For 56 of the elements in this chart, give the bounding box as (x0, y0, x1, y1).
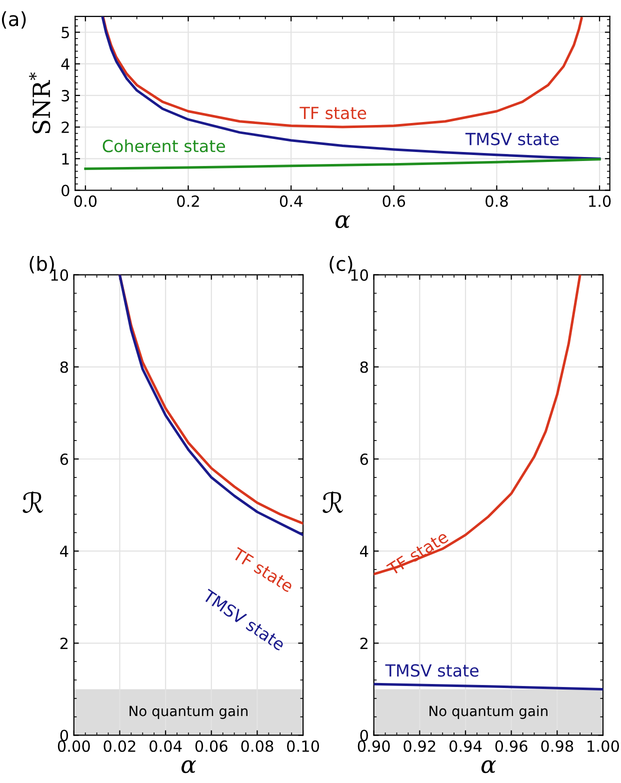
y-tick-label: 4 (360, 546, 368, 557)
series-label: TMSV state (465, 132, 559, 146)
x-axis-title: α (181, 760, 196, 774)
band-label: No quantum gain (130, 705, 248, 719)
x-tick-label: 0.00 (58, 740, 90, 752)
y-tick-label: 4 (60, 546, 68, 557)
y-axis-title: ℛ (22, 491, 44, 513)
x-tick-label: 0.98 (541, 740, 574, 752)
y-tick-label: 2 (360, 638, 368, 649)
band-label: No quantum gain (430, 705, 548, 719)
y-tick-label: 8 (360, 361, 368, 373)
line-series (101, 16, 601, 160)
chart-title: (b) (30, 256, 54, 274)
x-tick-label: 1.0 (589, 195, 611, 207)
chart-title: (c) (330, 256, 352, 274)
series-label: Coherent state (102, 139, 225, 152)
x-tick-label: 1.00 (588, 740, 619, 752)
line-series (102, 17, 583, 128)
x-tick-label: 0.10 (287, 740, 320, 752)
x-tick-label: 0.06 (195, 740, 228, 752)
x-tick-label: 0.8 (486, 195, 508, 207)
x-tick-label: 0.6 (382, 195, 406, 207)
x-tick-label: 0.90 (358, 740, 390, 752)
x-tick-label: 0.96 (495, 740, 528, 752)
y-tick-label: 0 (60, 730, 68, 742)
line-series (374, 274, 582, 576)
y-axis-title: SNR$^{*}$ (29, 72, 50, 134)
y-tick-label: 10 (51, 269, 68, 281)
series-label: TMSV state (385, 664, 478, 677)
x-axis-title: α (336, 215, 350, 228)
line-series (84, 158, 601, 170)
x-tick-label: 0.94 (450, 740, 482, 752)
x-tick-label: 0.4 (280, 195, 302, 207)
y-tick-label: 8 (60, 361, 68, 373)
x-tick-label: 0.04 (150, 740, 182, 752)
y-tick-label: 2 (60, 638, 68, 649)
y-tick-label: 2 (62, 122, 69, 133)
y-tick-label: 6 (360, 453, 368, 466)
y-tick-label: 0 (62, 184, 70, 196)
y-tick-label: 1 (62, 153, 69, 164)
y-tick-label: 6 (60, 453, 68, 466)
y-tick-label: 4 (61, 58, 70, 70)
x-tick-label: 0.02 (104, 740, 136, 752)
chart-title: (a) (2, 11, 26, 29)
x-tick-label: 0.92 (404, 740, 436, 752)
y-axis-title: ℛ (322, 491, 344, 513)
x-tick-label: 0.0 (74, 195, 97, 207)
x-tick-label: 0.2 (177, 195, 199, 207)
x-tick-label: 0.08 (241, 740, 274, 752)
y-tick-label: 3 (62, 90, 70, 102)
x-axis-title: α (481, 760, 496, 774)
y-tick-label: 5 (62, 26, 69, 38)
series-label: TF state (300, 106, 366, 120)
text: TF state (231, 547, 294, 593)
y-tick-label: 10 (351, 269, 368, 281)
y-tick-label: 0 (360, 730, 368, 742)
